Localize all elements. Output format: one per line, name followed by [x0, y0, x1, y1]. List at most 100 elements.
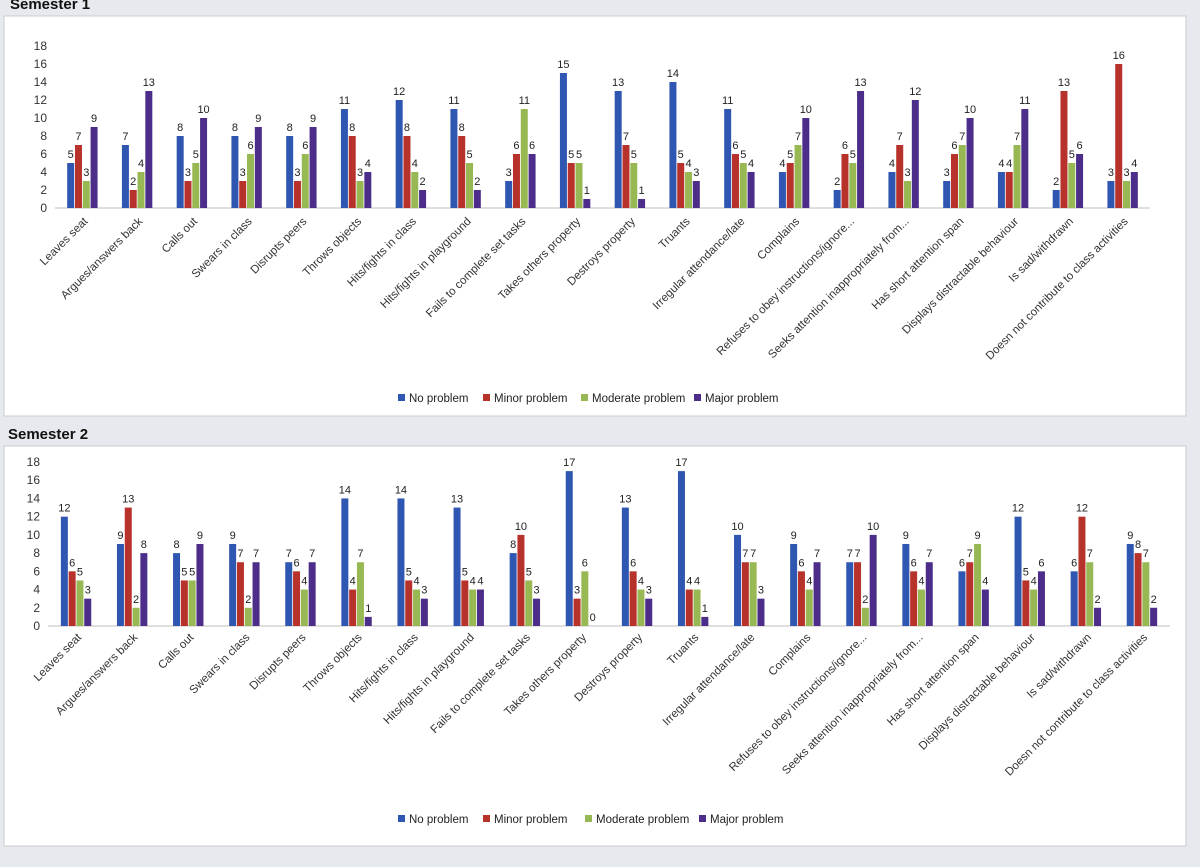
bar-no-problem [778, 172, 786, 208]
data-label: 4 [365, 158, 371, 170]
bar-minor-problem [1060, 91, 1068, 208]
bar-no-problem [943, 181, 951, 208]
bar-no-problem [677, 471, 685, 626]
bar-no-problem [60, 516, 68, 626]
bar-minor-problem [68, 571, 76, 626]
legend-swatch [483, 394, 490, 401]
data-label: 8 [1135, 539, 1141, 551]
data-label: 4 [1131, 158, 1137, 170]
bar-minor-problem [512, 154, 520, 208]
bar-no-problem [790, 544, 798, 626]
bar-minor-problem [573, 598, 581, 626]
data-label: 9 [117, 530, 123, 542]
data-label: 13 [854, 77, 866, 89]
bar-minor-problem [239, 181, 247, 208]
data-label: 13 [612, 77, 624, 89]
bar-minor-problem [677, 163, 685, 208]
legend-label: Moderate problem [592, 393, 685, 405]
data-label: 6 [582, 557, 588, 569]
bar-major-problem [638, 199, 646, 208]
bar-minor-problem [1022, 580, 1030, 626]
data-label: 7 [847, 548, 853, 560]
data-label: 7 [1014, 131, 1020, 143]
data-label: 13 [1058, 77, 1070, 89]
y-tick-label: 4 [33, 583, 40, 597]
data-label: 9 [255, 113, 261, 125]
data-label: 13 [451, 494, 463, 506]
y-tick-label: 2 [33, 601, 40, 615]
bar-no-problem [669, 82, 677, 208]
bar-minor-problem [629, 571, 637, 626]
bar-moderate-problem [581, 571, 589, 626]
bar-moderate-problem [1030, 589, 1038, 626]
data-label: 2 [245, 594, 251, 606]
bar-major-problem [645, 598, 653, 626]
bar-no-problem [397, 498, 405, 626]
data-label: 15 [557, 59, 569, 71]
legend-swatch [398, 394, 405, 401]
data-label: 7 [1143, 548, 1149, 560]
bar-no-problem [614, 91, 622, 208]
bar-no-problem [724, 109, 732, 208]
data-label: 12 [393, 86, 405, 98]
bar-minor-problem [1078, 516, 1086, 626]
data-label: 6 [951, 140, 957, 152]
data-label: 11 [339, 95, 350, 107]
bar-minor-problem [124, 507, 132, 626]
bar-major-problem [364, 616, 372, 626]
bar-minor-problem [685, 589, 693, 626]
chart-title-semester-2: Semester 2 [8, 426, 89, 443]
bar-moderate-problem [188, 580, 196, 626]
data-label: 6 [959, 557, 965, 569]
data-label: 3 [421, 585, 427, 597]
data-label: 5 [678, 149, 684, 161]
data-label: 3 [904, 167, 910, 179]
data-label: 2 [1053, 176, 1059, 188]
data-label: 11 [1019, 95, 1030, 107]
bar-no-problem [1014, 516, 1022, 626]
y-tick-label: 6 [40, 147, 47, 161]
bar-moderate-problem [469, 589, 477, 626]
legend-label: No problem [409, 814, 468, 826]
bar-minor-problem [458, 136, 466, 208]
bar-moderate-problem [1123, 181, 1131, 208]
bar-moderate-problem [575, 163, 583, 208]
bar-major-problem [981, 589, 989, 626]
legend-label: Major problem [705, 393, 779, 405]
data-label: 11 [722, 95, 733, 107]
data-label: 6 [302, 140, 308, 152]
data-label: 10 [731, 521, 743, 533]
data-label: 5 [68, 149, 74, 161]
data-label: 4 [138, 158, 144, 170]
data-label: 5 [568, 149, 574, 161]
data-label: 8 [404, 122, 410, 134]
bar-no-problem [341, 498, 349, 626]
data-label: 7 [309, 548, 315, 560]
bar-minor-problem [1134, 553, 1142, 626]
data-label: 7 [237, 548, 243, 560]
bar-minor-problem [461, 580, 469, 626]
bar-major-problem [1130, 172, 1138, 208]
bar-moderate-problem [1068, 163, 1076, 208]
data-label: 8 [141, 539, 147, 551]
bar-moderate-problem [794, 145, 802, 208]
bar-major-problem [309, 127, 317, 208]
bar-no-problem [902, 544, 910, 626]
data-label: 2 [130, 176, 136, 188]
chart-panel [3, 15, 1187, 417]
bar-minor-problem [567, 163, 575, 208]
legend-swatch [398, 815, 405, 822]
data-label: 7 [122, 131, 128, 143]
data-label: 8 [510, 539, 516, 551]
data-label: 2 [133, 594, 139, 606]
legend-label: Minor problem [494, 814, 568, 826]
bar-major-problem [1094, 607, 1102, 626]
bar-no-problem [231, 136, 239, 208]
bar-no-problem [121, 145, 129, 208]
data-label: 14 [667, 68, 679, 80]
bar-no-problem [395, 100, 403, 208]
data-label: 2 [474, 176, 480, 188]
bar-moderate-problem [1013, 145, 1021, 208]
bar-no-problem [505, 181, 513, 208]
